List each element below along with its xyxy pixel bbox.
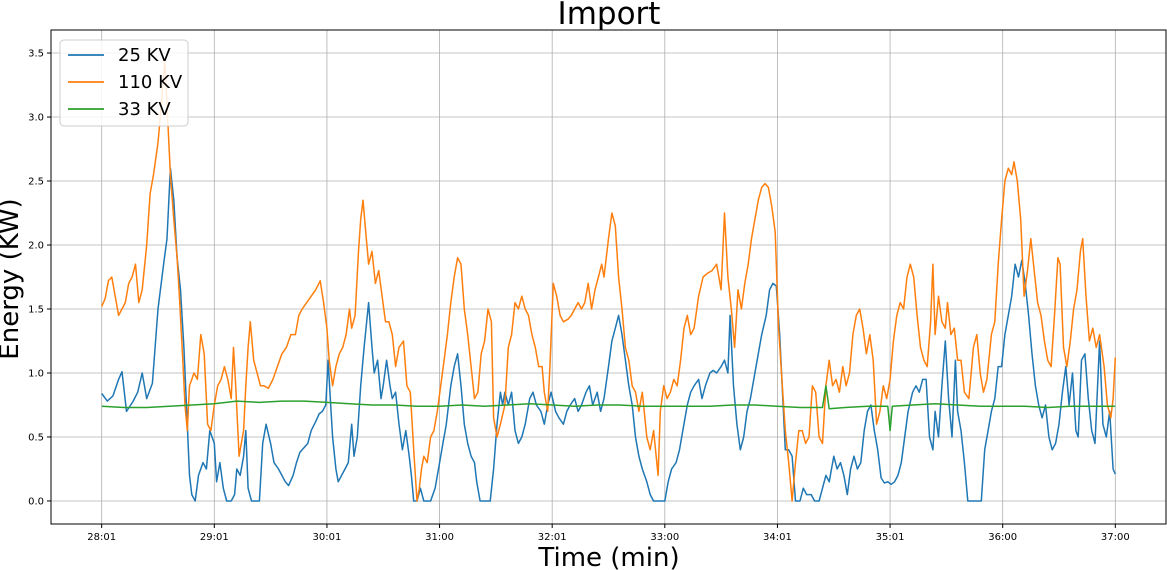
grid [51,30,1166,524]
series-line-0 [101,167,1116,502]
y-tick-label: 1.5 [28,304,44,315]
plot-area-frame [50,29,1167,525]
series-line-1 [101,58,1117,502]
legend-label: 25 KV [118,45,171,66]
x-axis-title: Time (min) [537,543,679,570]
series-line-2 [101,385,1116,432]
chart-title: Import [558,0,661,32]
x-tick-label: 32:01 [538,532,567,543]
legend: 25 KV 110 KV 33 KV [59,39,189,127]
y-tick-label: 2.5 [28,177,44,188]
y-tick-label: 0.0 [28,496,44,507]
x-tick-label: 37:00 [1101,532,1130,543]
y-tick-label: 1.0 [28,368,44,379]
y-tick-label: 3.5 [28,49,44,60]
legend-label: 110 KV [118,72,183,93]
y-axis: 0.0 0.5 1.0 1.5 2.0 2.5 3.0 3.5 [28,49,51,507]
x-tick-label: 34:01 [763,532,792,543]
y-axis-title: Energy (KW) [0,198,25,359]
legend-box [59,39,189,127]
x-tick-label: 29:01 [200,532,229,543]
x-tick-label: 36:00 [988,532,1017,543]
legend-label: 33 KV [118,99,171,120]
y-tick-label: 2.0 [28,241,44,252]
x-tick-label: 33:00 [650,532,679,543]
y-tick-label: 0.5 [28,432,44,443]
x-tick-label: 30:01 [313,532,342,543]
x-axis: 28:01 29:01 30:01 31:00 32:01 33:00 34:01 35:01… [87,524,1130,543]
x-tick-label: 35:01 [876,532,905,543]
x-tick-label: 28:01 [87,532,116,543]
series-lines [101,58,1117,502]
x-tick-label: 31:00 [425,532,454,543]
y-tick-label: 3.0 [28,113,44,124]
